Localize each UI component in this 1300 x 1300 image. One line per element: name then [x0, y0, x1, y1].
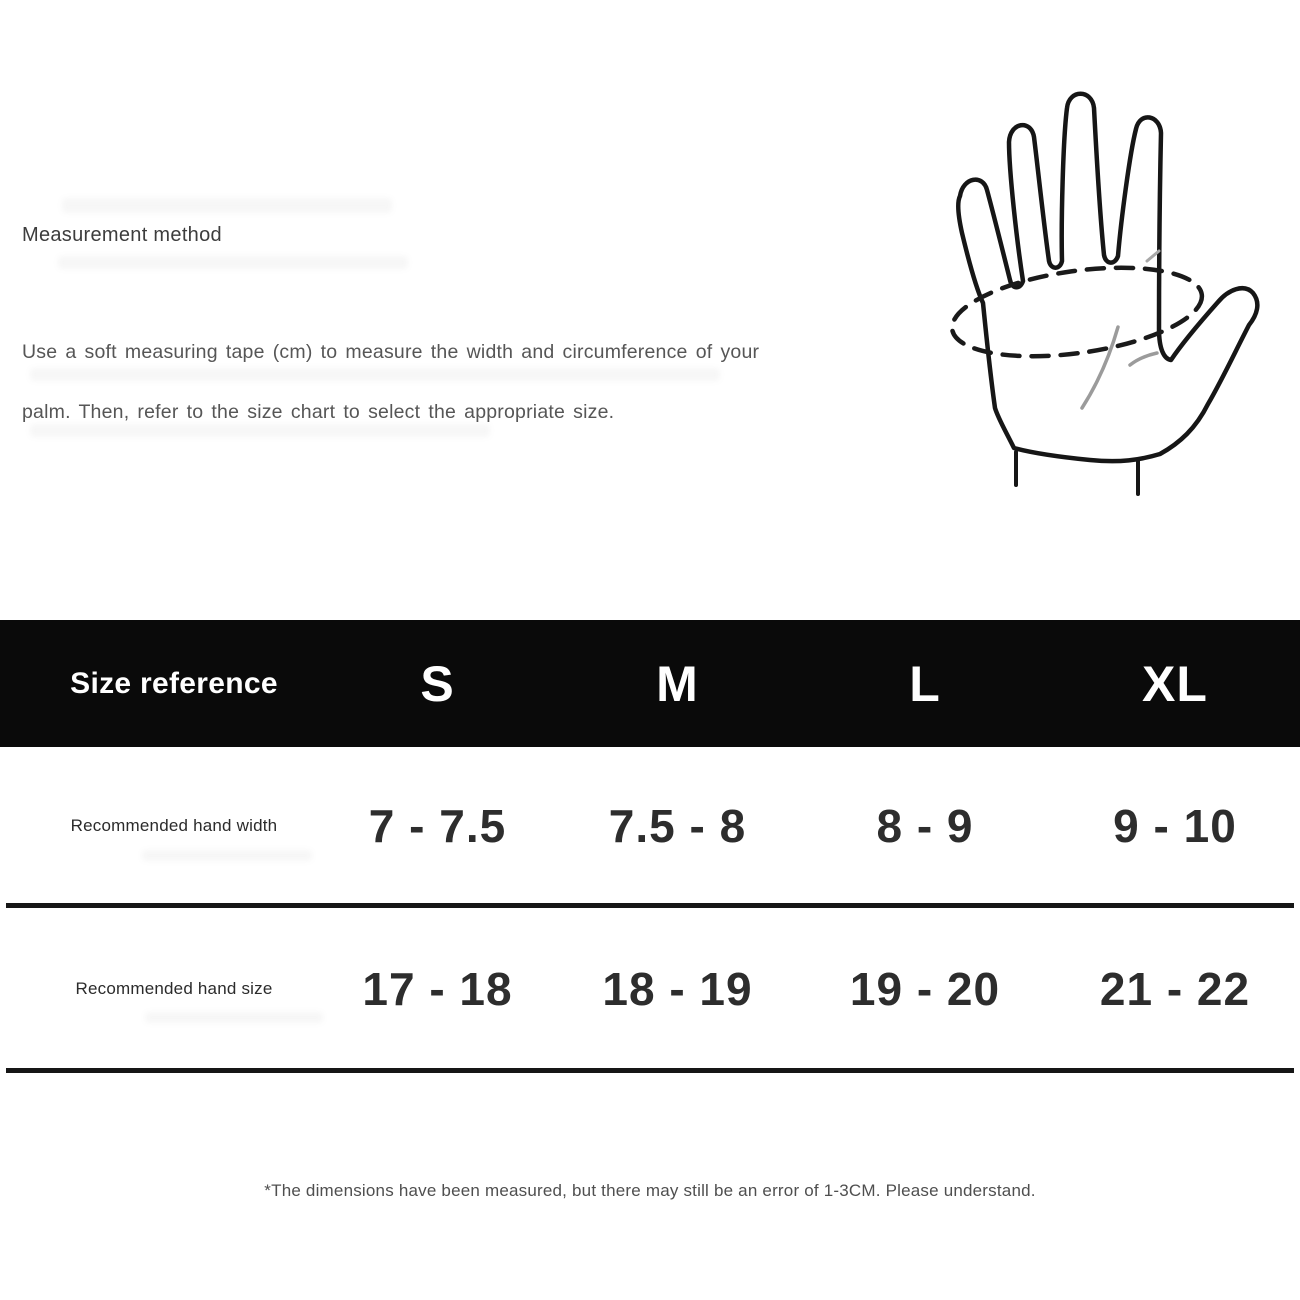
hand-size-value-xl: 21 - 22 [1099, 963, 1251, 1015]
column-header-xl: XL [1142, 655, 1208, 712]
measurement-description: Use a soft measuring tape (cm) to measur… [22, 322, 782, 442]
palm-crease-line [1128, 351, 1159, 367]
hand-outline-drawing [956, 91, 1260, 464]
ghost-text-artifact [62, 198, 392, 213]
ghost-text-artifact [142, 850, 312, 861]
size-table-header-row: Size reference S M L XL [0, 620, 1300, 747]
table-row-hand-width: Recommended hand width 7 - 7.5 7.5 - 8 8… [0, 747, 1300, 904]
description-line-1: Use a soft measuring tape (cm) to measur… [22, 341, 760, 363]
hand-size-value-l: 19 - 20 [849, 963, 1001, 1015]
hand-measurement-illustration [949, 91, 1260, 496]
measurement-method-heading: Measurement method [22, 224, 222, 246]
ghost-text-artifact [58, 256, 408, 269]
description-line-2: palm. Then, refer to the size chart to s… [22, 401, 615, 423]
column-header-m: M [656, 655, 699, 712]
hand-width-value-l: 8 - 9 [876, 799, 974, 852]
table-divider [6, 903, 1294, 908]
size-reference-label: Size reference [70, 666, 278, 700]
column-header-l: L [909, 655, 941, 712]
row-label-hand-size: Recommended hand size [75, 979, 273, 998]
palm-crease-line [1145, 249, 1161, 263]
hand-width-value-m: 7.5 - 8 [608, 799, 747, 852]
measurement-ellipse [949, 265, 1205, 359]
ghost-text-artifact [30, 368, 720, 381]
hand-width-value-xl: 9 - 10 [1113, 799, 1237, 852]
ghost-text-artifact [145, 1012, 323, 1023]
hand-size-value-s: 17 - 18 [362, 963, 513, 1015]
hand-size-value-m: 18 - 19 [602, 963, 753, 1015]
table-row-hand-size: Recommended hand size 17 - 18 18 - 19 19… [0, 909, 1300, 1069]
row-label-hand-width: Recommended hand width [70, 815, 278, 835]
ghost-text-artifact [30, 424, 490, 437]
table-divider [6, 1068, 1294, 1073]
hand-width-value-s: 7 - 7.5 [368, 799, 507, 852]
palm-crease-line [1080, 325, 1120, 410]
dimensions-disclaimer-footnote: *The dimensions have been measured, but … [264, 1181, 1036, 1200]
column-header-s: S [420, 655, 455, 712]
